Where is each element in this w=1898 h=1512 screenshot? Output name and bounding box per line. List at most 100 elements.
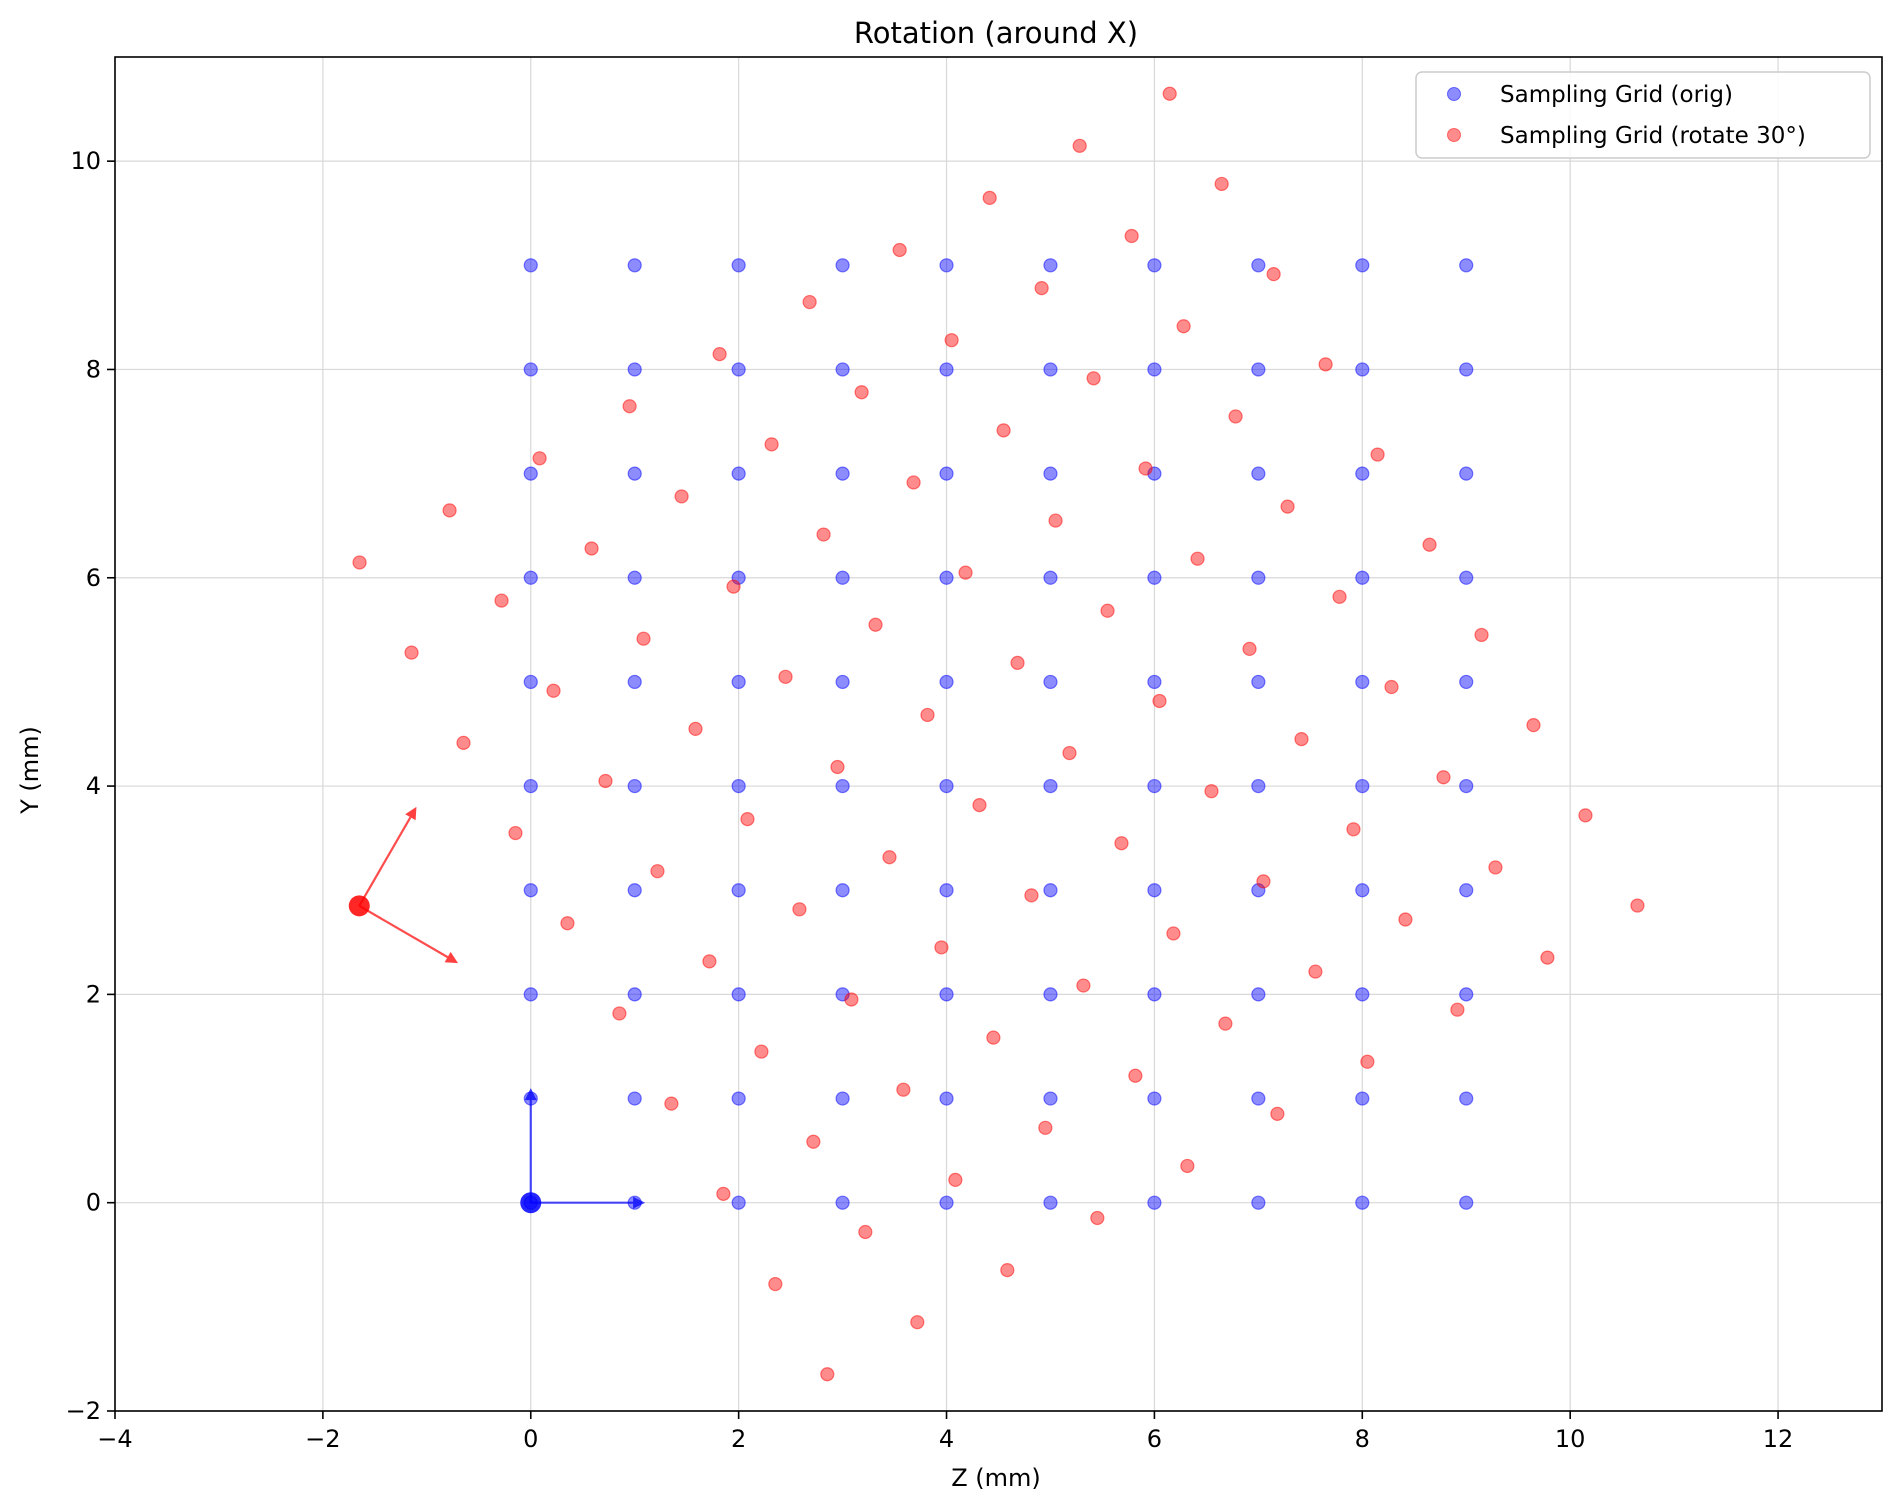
frame-axis-arrowhead: [633, 1196, 646, 1209]
orig-grid-point: [1355, 674, 1370, 690]
rotated-grid-point: [1124, 228, 1139, 244]
rotated-grid-point: [508, 825, 523, 841]
rotated-grid-point: [636, 631, 651, 646]
rotated-grid-point: [830, 759, 845, 775]
rotated-grid-point: [1540, 950, 1555, 965]
orig-grid-point: [627, 883, 642, 898]
rotated-grid-point: [986, 1030, 1001, 1045]
orig-grid-point: [1355, 570, 1370, 585]
rotated-grid-point: [806, 1134, 821, 1149]
orig-grid-point: [627, 674, 642, 690]
rotated-grid-point: [716, 1186, 731, 1201]
orig-grid-point: [1147, 466, 1162, 481]
rotated-grid-point: [442, 503, 457, 518]
rotated-grid-point: [764, 437, 779, 452]
rotated-grid-point: [1086, 371, 1101, 386]
orig-grid-point: [731, 674, 746, 690]
grid-lines: [114, 57, 1882, 1412]
y-tick-label: 0: [86, 1189, 101, 1217]
rotated-grid-point: [560, 916, 575, 931]
orig-grid-point: [1043, 570, 1058, 585]
frame-axis-arrowhead: [524, 1088, 537, 1101]
legend-label-rotated: Sampling Grid (rotate 30°): [1500, 123, 1806, 149]
orig-grid-point: [627, 987, 642, 1002]
rotated-grid-point: [1294, 732, 1309, 747]
orig-grid-point: [731, 362, 746, 377]
rotated-grid-point: [1062, 745, 1077, 761]
rotated-grid-point: [494, 593, 509, 608]
rotated-grid-point: [1162, 86, 1177, 101]
y-tick-label: 2: [86, 980, 101, 1008]
rotated-grid-point: [996, 423, 1011, 438]
orig-grid-point: [1147, 987, 1162, 1002]
rotated-grid-point: [664, 1096, 679, 1111]
rotated-grid-point: [1176, 319, 1191, 334]
orig-grid-point: [1355, 1195, 1370, 1210]
x-tick-label: 4: [939, 1425, 954, 1453]
rotated-grid-point: [1630, 898, 1645, 913]
rotated-grid-point: [404, 645, 419, 660]
orig-grid-point: [523, 987, 538, 1002]
orig-grid-point: [731, 883, 746, 898]
orig-grid-point: [1147, 362, 1162, 377]
y-axis-label: Y (mm): [16, 726, 44, 815]
orig-grid-point: [835, 883, 850, 898]
orig-grid-point: [1251, 883, 1266, 898]
orig-grid-point: [1043, 466, 1058, 481]
rotated-grid-point: [858, 1224, 873, 1240]
orig-grid-point: [1355, 362, 1370, 377]
rotated-grid-point: [1138, 461, 1153, 476]
orig-grid-point: [835, 570, 850, 585]
rotated-grid-point: [740, 811, 755, 827]
x-axis-label: Z (mm): [951, 1464, 1041, 1492]
rotated-grid-point: [1128, 1068, 1143, 1083]
rotated-grid-point: [844, 992, 859, 1007]
rotated-grid-point: [896, 1082, 911, 1097]
orig-grid-point: [1043, 258, 1058, 273]
orig-grid-point: [523, 466, 538, 481]
orig-grid-point: [1251, 778, 1266, 794]
orig-grid-point: [1459, 362, 1474, 377]
rotated-grid-point: [1114, 836, 1129, 851]
x-tick-label: −4: [97, 1425, 132, 1453]
x-tick-label: 2: [731, 1425, 746, 1453]
orig-grid-point: [627, 258, 642, 273]
rotated-grid-point: [920, 707, 935, 723]
orig-grid-point: [835, 362, 850, 377]
rotated-grid-point: [1166, 926, 1181, 941]
orig-grid-point: [627, 778, 642, 794]
orig-grid-point: [1043, 674, 1058, 690]
y-tick-label: 4: [86, 772, 101, 800]
rotated-grid-point: [1332, 589, 1347, 604]
plot-data: [352, 86, 1645, 1382]
rotated-grid-point: [546, 683, 561, 698]
rotated-grid-point: [768, 1276, 783, 1292]
rotated-grid-point: [1308, 964, 1323, 979]
rotated-grid-point: [598, 773, 613, 789]
rotated-grid-point: [1218, 1016, 1233, 1031]
x-tick-label: −2: [305, 1425, 340, 1453]
frame-axis-arrow: [358, 904, 449, 959]
orig-grid-point: [1147, 674, 1162, 690]
rotated-grid-point: [712, 347, 727, 362]
orig-grid-point: [1147, 883, 1162, 898]
rotated-grid-point: [650, 864, 665, 879]
rotated-grid-point: [1090, 1210, 1105, 1226]
legend-marker-rotated: [1447, 128, 1461, 142]
orig-grid-point: [1459, 1195, 1474, 1210]
frame-axis-arrow: [358, 816, 412, 907]
y-tick-label: 6: [86, 564, 101, 592]
orig-grid-point: [731, 570, 746, 585]
orig-grid-point: [1355, 883, 1370, 898]
rotated-grid-point: [868, 617, 883, 632]
orig-grid-point: [1043, 778, 1058, 794]
orig-grid-point: [1251, 466, 1266, 481]
rotated-grid-point: [1422, 537, 1437, 552]
orig-grid-point: [731, 987, 746, 1002]
legend-box: [1415, 71, 1871, 159]
orig-grid-point: [939, 987, 954, 1002]
orig-grid-point: [1459, 883, 1474, 898]
rotated-grid-point: [1010, 655, 1025, 670]
orig-grid-point: [1459, 987, 1474, 1002]
